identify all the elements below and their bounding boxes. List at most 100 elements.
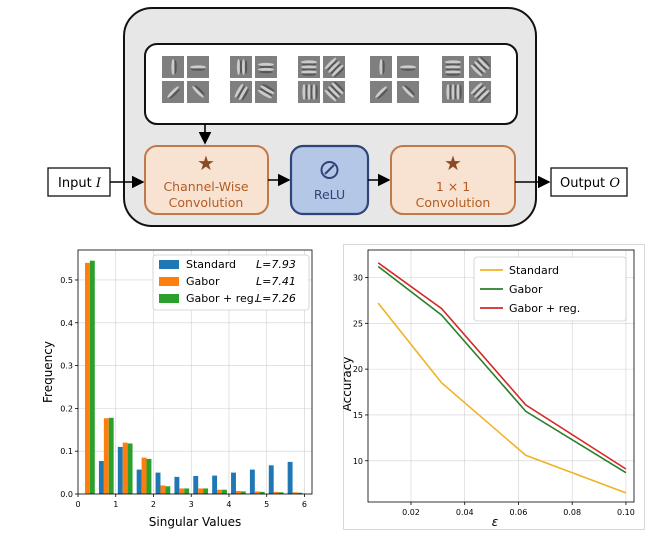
legend-swatch-gabor-reg bbox=[159, 294, 179, 303]
histogram-bar bbox=[193, 476, 199, 494]
left-xtick-label: 4 bbox=[226, 500, 231, 509]
histogram-bar bbox=[235, 491, 241, 494]
singular-values-histogram: 0 1 2 3 4 5 6 0.0 0.1 0.2 0.3 0.4 0.5 Standard L=7.9… bbox=[41, 249, 313, 529]
left-xtick-label: 1 bbox=[113, 500, 118, 509]
histogram-bar bbox=[89, 260, 95, 494]
left-ytick-label: 0.0 bbox=[60, 490, 73, 499]
left-ytick-label: 0.1 bbox=[60, 447, 73, 456]
right-ticks: 0.02 0.04 0.06 0.08 0.10 10 15 20 25 30 bbox=[353, 273, 635, 517]
histogram-bar bbox=[146, 458, 152, 494]
legend-label-gabor: Gabor bbox=[186, 275, 220, 288]
accuracy-line-chart: 0.02 0.04 0.06 0.08 0.10 10 15 20 25 30 Standard … bbox=[343, 249, 635, 529]
filter-tile bbox=[323, 56, 345, 78]
filter-tile bbox=[469, 81, 491, 103]
filter-tile bbox=[442, 56, 464, 78]
legend-label-gabor-reg: Gabor + reg. bbox=[186, 292, 257, 305]
histogram-bar bbox=[203, 488, 209, 494]
histogram-bar bbox=[254, 491, 260, 494]
right-xtick-label: 0.08 bbox=[563, 508, 581, 517]
legend-swatch-standard bbox=[159, 260, 179, 269]
filter-tile bbox=[323, 81, 345, 103]
histogram-bar bbox=[287, 461, 293, 494]
histogram-bar bbox=[84, 262, 90, 494]
legend-label-standard: Standard bbox=[186, 258, 236, 271]
histogram-bar bbox=[268, 465, 274, 494]
histogram-bar bbox=[292, 492, 298, 494]
left-xtick-label: 0 bbox=[75, 500, 80, 509]
legend-swatch-gabor bbox=[159, 277, 179, 286]
channel-wise-label-2: Convolution bbox=[169, 195, 244, 210]
filter-tile bbox=[370, 56, 392, 78]
output-label: Output O bbox=[560, 176, 620, 191]
filter-tile bbox=[469, 56, 491, 78]
filter-bank bbox=[162, 56, 491, 103]
histogram-bar bbox=[141, 457, 147, 494]
left-xtick-label: 3 bbox=[189, 500, 194, 509]
histogram-bar bbox=[297, 492, 303, 494]
filter-tile bbox=[397, 56, 419, 78]
right-xlabel: ε bbox=[492, 515, 499, 529]
histogram-bar bbox=[155, 472, 161, 494]
right-ytick-label: 25 bbox=[353, 319, 363, 328]
filter-tile bbox=[255, 56, 277, 78]
left-bars bbox=[84, 260, 303, 494]
right-xtick-label: 0.04 bbox=[456, 508, 474, 517]
left-ylabel: Frequency bbox=[41, 341, 55, 403]
accuracy-series-line bbox=[377, 265, 627, 474]
histogram-bar bbox=[217, 489, 222, 494]
filter-tile bbox=[397, 81, 419, 103]
filter-tile bbox=[298, 81, 320, 103]
histogram-bar bbox=[117, 446, 123, 494]
accuracy-series-line bbox=[377, 262, 627, 470]
right-plot-frame bbox=[367, 249, 635, 503]
left-plot-frame bbox=[77, 249, 313, 495]
architecture-diagram: Input I ★ Channel-Wise Convolution ReLU … bbox=[47, 7, 628, 227]
left-xtick-label: 6 bbox=[302, 500, 307, 509]
histogram-bar bbox=[103, 418, 109, 494]
histogram-bar bbox=[122, 442, 128, 494]
filter-tile bbox=[230, 56, 252, 78]
pointwise-label-1: 1 × 1 bbox=[436, 179, 470, 194]
left-legend: Standard L=7.93 Gabor L=7.41 Gabor + reg… bbox=[152, 254, 310, 311]
relu-box bbox=[289, 144, 370, 216]
left-xtick-label: 5 bbox=[264, 500, 269, 509]
channel-wise-star-icon: ★ bbox=[197, 151, 215, 175]
histogram-bar bbox=[198, 488, 204, 494]
filter-tile bbox=[187, 81, 209, 103]
histogram-bar bbox=[273, 491, 279, 494]
right-legend: Standard Gabor Gabor + reg. bbox=[473, 256, 627, 322]
filter-tile bbox=[442, 81, 464, 103]
histogram-bar bbox=[184, 488, 190, 494]
histogram-bar bbox=[160, 485, 166, 494]
right-ylabel: Accuracy bbox=[343, 357, 354, 412]
histogram-bar bbox=[221, 489, 227, 494]
left-xtick-label: 2 bbox=[151, 500, 156, 509]
right-legend-label-gabor: Gabor bbox=[509, 283, 543, 296]
right-xtick-label: 0.06 bbox=[510, 508, 528, 517]
activation-icon bbox=[320, 161, 339, 179]
histogram-bar bbox=[174, 476, 180, 494]
filter-tile bbox=[162, 81, 184, 103]
right-ytick-label: 10 bbox=[353, 457, 363, 466]
filter-tile bbox=[162, 56, 184, 78]
histogram-bar bbox=[249, 469, 255, 494]
input-label: Input I bbox=[58, 176, 102, 191]
output-box bbox=[550, 167, 628, 197]
legend-loss-standard: L=7.93 bbox=[256, 258, 296, 271]
relu-label: ReLU bbox=[314, 187, 345, 202]
left-ytick-label: 0.3 bbox=[60, 362, 73, 371]
histogram-bar bbox=[278, 492, 284, 494]
histogram-bar bbox=[179, 488, 185, 494]
histogram-bar bbox=[212, 475, 218, 494]
filter-tile bbox=[187, 56, 209, 78]
right-legend-label-standard: Standard bbox=[509, 264, 559, 277]
right-legend-label-gabor-reg: Gabor + reg. bbox=[509, 302, 580, 315]
histogram-bar bbox=[136, 469, 142, 494]
right-ytick-label: 15 bbox=[353, 411, 363, 420]
histogram-bar bbox=[240, 491, 246, 494]
left-xlabel: Singular Values bbox=[149, 515, 241, 529]
filter-tile bbox=[230, 81, 252, 103]
right-xtick-label: 0.10 bbox=[617, 508, 635, 517]
pointwise-star-icon: ★ bbox=[444, 151, 462, 175]
histogram-bar bbox=[165, 486, 171, 494]
